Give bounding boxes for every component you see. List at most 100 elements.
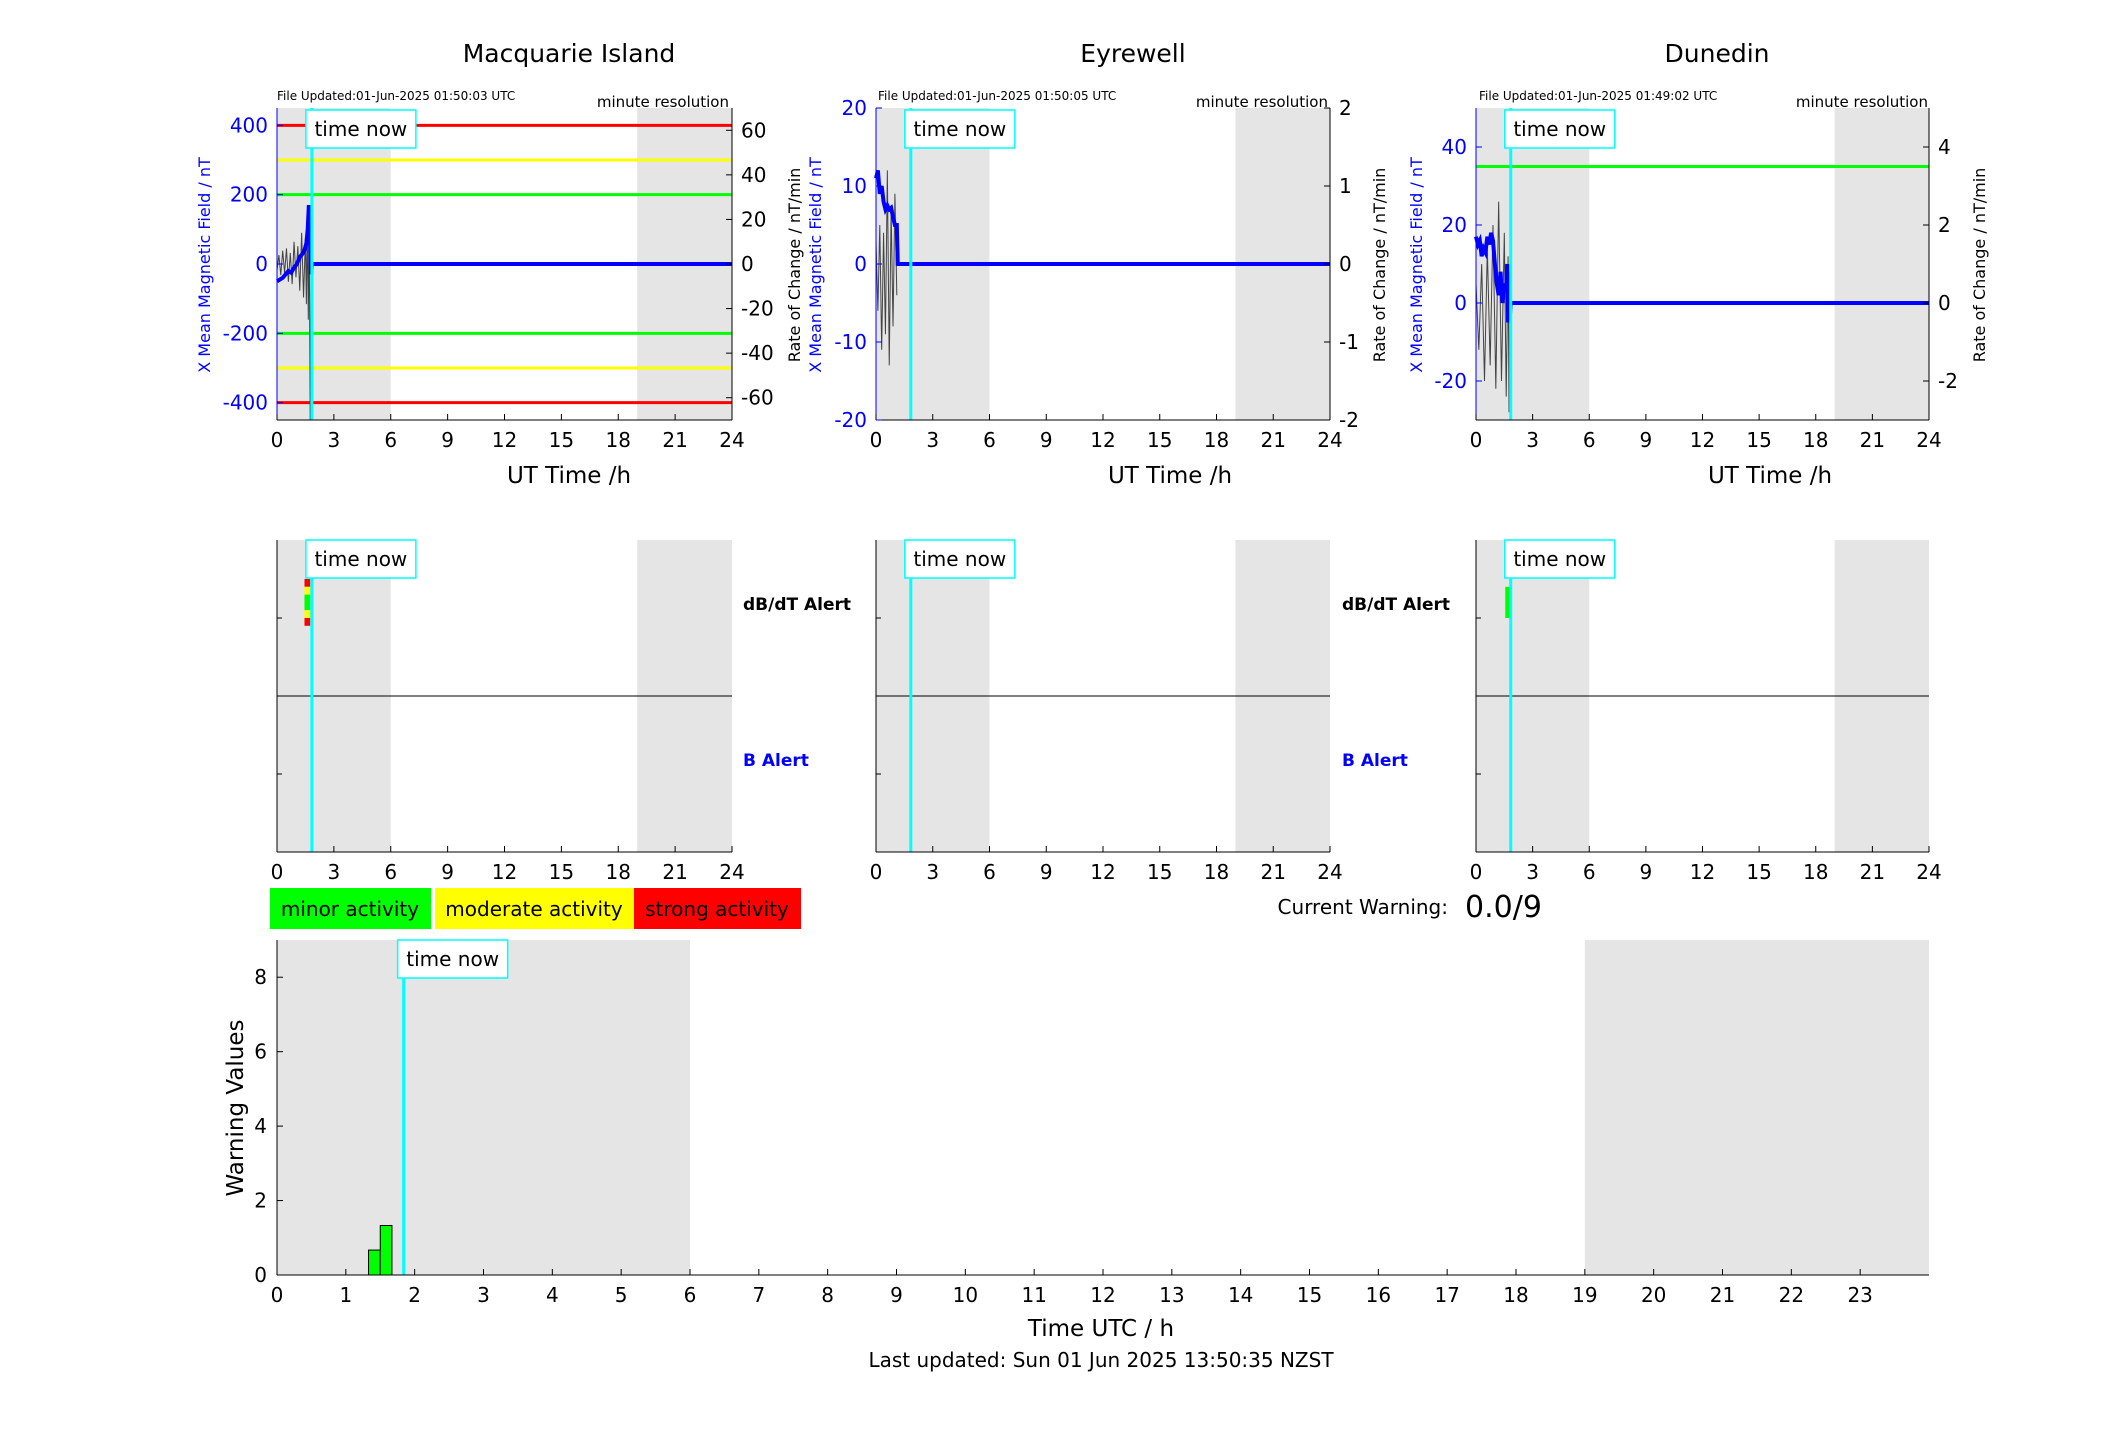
- x-tick-label-alert-eyrewell-8: 24: [1317, 860, 1342, 884]
- y-tick-label-right-macquarie-4: 20: [741, 207, 766, 231]
- y-tick-label-left-dunedin-0: -20: [1434, 369, 1467, 393]
- x-tick-label-alert-macquarie-3: 9: [441, 860, 454, 884]
- x-tick-label-warning-19: 19: [1572, 1283, 1597, 1307]
- y-tick-label-left-macquarie-0: -400: [223, 391, 268, 415]
- legend-label-strong: strong activity: [645, 897, 789, 921]
- file-updated-macquarie: File Updated:01-Jun-2025 01:50:03 UTC: [277, 89, 515, 103]
- x-tick-label-dunedin-5: 15: [1746, 428, 1771, 452]
- y-tick-label-right-macquarie-0: -60: [741, 386, 774, 410]
- time-now-label-alert-eyrewell: time now: [913, 547, 1006, 571]
- x-tick-label-alert-dunedin-8: 24: [1916, 860, 1941, 884]
- time-now-box-alert-dunedin: [1503, 539, 1616, 579]
- x-tick-label-warning-20: 20: [1641, 1283, 1666, 1307]
- x-tick-label-warning-5: 5: [615, 1283, 628, 1307]
- x-tick-label-eyrewell-3: 9: [1040, 428, 1053, 452]
- x-tick-label-alert-macquarie-6: 18: [606, 860, 631, 884]
- rate-of-change-line-eyrewell: [875, 170, 898, 366]
- x-tick-label-warning-6: 6: [684, 1283, 697, 1307]
- x-tick-label-eyrewell-8: 24: [1317, 428, 1342, 452]
- time-now-label-eyrewell: time now: [913, 117, 1006, 141]
- x-tick-label-warning-15: 15: [1297, 1283, 1322, 1307]
- y-tick-label-left-macquarie-3: 200: [230, 183, 268, 207]
- time-now-box-macquarie: [305, 109, 417, 149]
- x-tick-label-warning-14: 14: [1228, 1283, 1253, 1307]
- x-tick-label-warning-7: 7: [752, 1283, 765, 1307]
- x-tick-label-dunedin-1: 3: [1526, 428, 1539, 452]
- x-tick-label-alert-dunedin-7: 21: [1860, 860, 1885, 884]
- x-tick-label-alert-dunedin-4: 12: [1690, 860, 1715, 884]
- x-tick-label-warning-4: 4: [546, 1283, 559, 1307]
- x-tick-label-warning-1: 1: [339, 1283, 352, 1307]
- ylabel-left-eyrewell: X Mean Magnetic Field / nT: [806, 157, 825, 373]
- x-tick-label-dunedin-7: 21: [1860, 428, 1885, 452]
- x-tick-label-alert-macquarie-4: 12: [492, 860, 517, 884]
- x-tick-label-alert-dunedin-2: 6: [1583, 860, 1596, 884]
- y-tick-label-warning-0: 0: [254, 1263, 267, 1287]
- x-tick-label-alert-dunedin-1: 3: [1526, 860, 1539, 884]
- x-tick-label-dunedin-8: 24: [1916, 428, 1941, 452]
- legend-swatch-moderate: [435, 888, 634, 929]
- x-tick-label-warning-8: 8: [821, 1283, 834, 1307]
- y-tick-label-right-dunedin-3: 4: [1938, 135, 1951, 159]
- y-tick-label-warning-4: 8: [254, 965, 267, 989]
- x-tick-label-alert-dunedin-6: 18: [1803, 860, 1828, 884]
- y-tick-label-left-macquarie-4: 400: [230, 113, 268, 137]
- xlabel-macquarie: UT Time /h: [507, 463, 631, 489]
- x-tick-label-alert-eyrewell-7: 21: [1261, 860, 1286, 884]
- dbdt-alert-band-alert-macquarie-0-3: [304, 610, 311, 618]
- x-tick-label-macquarie-5: 15: [549, 428, 574, 452]
- y-tick-label-warning-2: 4: [254, 1114, 267, 1138]
- x-tick-label-alert-eyrewell-0: 0: [870, 860, 883, 884]
- x-tick-label-macquarie-8: 24: [719, 428, 744, 452]
- x-tick-label-macquarie-1: 3: [328, 428, 341, 452]
- x-tick-label-eyrewell-0: 0: [870, 428, 883, 452]
- time-now-box-eyrewell: [904, 109, 1016, 149]
- x-tick-label-alert-dunedin-0: 0: [1470, 860, 1483, 884]
- y-tick-label-right-dunedin-1: 0: [1938, 291, 1951, 315]
- legend-label-moderate: moderate activity: [445, 897, 623, 921]
- y-tick-label-right-macquarie-3: 0: [741, 252, 754, 276]
- y-tick-label-right-eyrewell-4: 2: [1339, 96, 1352, 120]
- x-tick-label-alert-macquarie-7: 21: [662, 860, 687, 884]
- field-line-dunedin: [1474, 232, 1929, 323]
- xlabel-warning: Time UTC / h: [1027, 1316, 1174, 1342]
- y-tick-label-right-eyrewell-0: -2: [1339, 408, 1359, 432]
- resolution-eyrewell: minute resolution: [1196, 93, 1328, 111]
- x-tick-label-eyrewell-1: 3: [926, 428, 939, 452]
- x-tick-label-alert-eyrewell-5: 15: [1147, 860, 1172, 884]
- y-tick-label-left-eyrewell-3: 10: [842, 174, 867, 198]
- y-tick-label-right-dunedin-2: 2: [1938, 213, 1951, 237]
- x-tick-label-eyrewell-2: 6: [983, 428, 996, 452]
- x-tick-label-alert-eyrewell-4: 12: [1090, 860, 1115, 884]
- x-tick-label-warning-3: 3: [477, 1283, 490, 1307]
- x-tick-label-warning-12: 12: [1090, 1283, 1115, 1307]
- y-tick-label-right-macquarie-1: -40: [741, 341, 774, 365]
- y-tick-label-left-eyrewell-4: 20: [842, 96, 867, 120]
- dbdt-alert-label-macquarie: dB/dT Alert: [743, 595, 851, 615]
- x-tick-label-alert-macquarie-1: 3: [328, 860, 341, 884]
- x-tick-label-warning-0: 0: [271, 1283, 284, 1307]
- x-tick-label-eyrewell-6: 18: [1204, 428, 1229, 452]
- time-now-box-alert-macquarie: [305, 539, 417, 579]
- x-tick-label-alert-eyrewell-6: 18: [1204, 860, 1229, 884]
- x-tick-label-dunedin-4: 12: [1690, 428, 1715, 452]
- x-tick-label-alert-eyrewell-1: 3: [926, 860, 939, 884]
- ylabel-right-eyrewell: Rate of Change / nT/min: [1370, 168, 1389, 363]
- x-tick-label-alert-dunedin-3: 9: [1640, 860, 1653, 884]
- ylabel-right-macquarie: Rate of Change / nT/min: [785, 168, 804, 363]
- warning-bar-1: [379, 1224, 393, 1276]
- y-tick-label-right-macquarie-6: 60: [741, 118, 766, 142]
- station-title-eyrewell: Eyrewell: [1080, 39, 1185, 68]
- time-now-label-dunedin: time now: [1513, 117, 1606, 141]
- x-tick-label-dunedin-6: 18: [1803, 428, 1828, 452]
- file-updated-eyrewell: File Updated:01-Jun-2025 01:50:05 UTC: [878, 89, 1116, 103]
- ylabel-right-dunedin: Rate of Change / nT/min: [1970, 168, 1989, 363]
- night-shading-dunedin-1: [1834, 108, 1929, 420]
- x-tick-label-macquarie-3: 9: [441, 428, 454, 452]
- station-title-dunedin: Dunedin: [1665, 39, 1770, 68]
- b-alert-label-eyrewell: B Alert: [1342, 751, 1408, 771]
- last-updated-footer: Last updated: Sun 01 Jun 2025 13:50:35 N…: [868, 1348, 1334, 1372]
- x-tick-label-warning-16: 16: [1366, 1283, 1391, 1307]
- field-line-eyrewell: [874, 169, 1330, 266]
